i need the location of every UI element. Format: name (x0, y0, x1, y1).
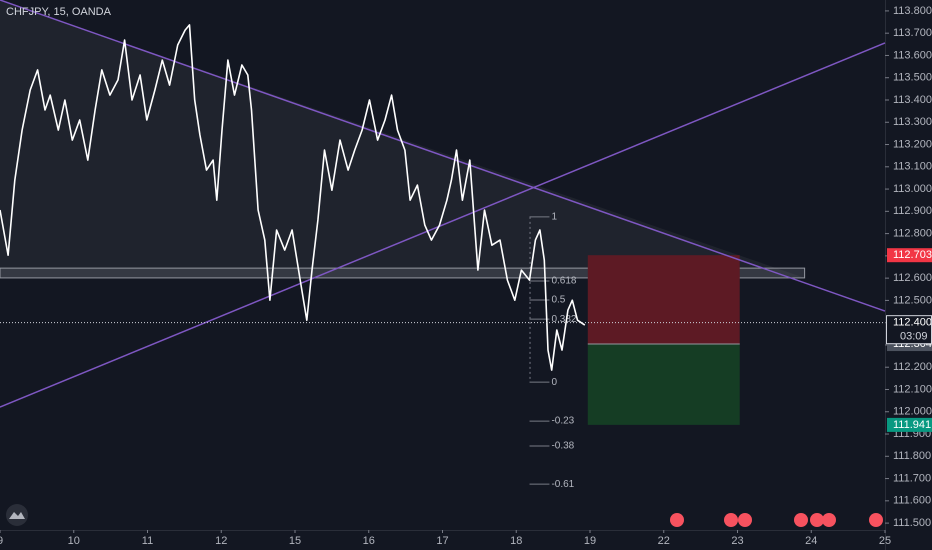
x-tick-label: 10 (68, 535, 80, 547)
event-icon[interactable] (810, 513, 824, 527)
zone (0, 267, 806, 279)
y-tick-label: 112.200 (893, 361, 932, 373)
y-tick-label: 111.600 (893, 495, 931, 507)
price-badge: 111.941 (893, 419, 931, 431)
y-tick-label: 113.800 (893, 5, 932, 17)
trendline (0, 42, 886, 408)
event-icon[interactable] (822, 513, 836, 527)
y-tick-label: 113.700 (893, 27, 932, 39)
x-tick-label: 24 (805, 535, 817, 547)
logo (6, 504, 28, 526)
logo-icon (9, 512, 25, 519)
shaded-area (0, 0, 805, 278)
y-tick-label: 113.000 (893, 183, 932, 195)
plot-area: 1 0.618 0.5 0.382 0 -0.23 -0.38 -0.61 (0, 0, 886, 490)
event-icon[interactable] (724, 513, 738, 527)
fib-label: 1 (551, 212, 557, 223)
fib-label: -0.23 (551, 416, 574, 427)
price-badge-bg (887, 417, 932, 432)
y-tick-label: 112.500 (893, 294, 932, 306)
y-tick-label: 111.500 (893, 517, 931, 529)
y-tick-label: 111.700 (893, 472, 931, 484)
risk-box (587, 255, 740, 345)
event-icon[interactable] (738, 513, 752, 527)
x-tick-label: 23 (731, 535, 743, 547)
fib-label: 0.5 (551, 295, 565, 306)
event-icon[interactable] (869, 513, 883, 527)
y-tick-label: 113.600 (893, 49, 932, 61)
fib-label: -0.38 (551, 441, 574, 452)
price-line (0, 24, 586, 371)
countdown-bg (887, 329, 932, 344)
chart-title: CHFJPY, 15, OANDA (6, 6, 112, 18)
fib-label: 0.618 (551, 276, 576, 287)
y-tick-label: 112.100 (893, 383, 932, 395)
y-tick-label: 113.100 (893, 161, 932, 173)
y-tick-label: 112.900 (893, 205, 932, 217)
event-icon[interactable] (794, 513, 808, 527)
reward-box (587, 344, 740, 425)
x-tick-label: 25 (879, 535, 891, 547)
price-badge-bg (887, 248, 932, 263)
fib-label: -0.61 (551, 479, 574, 490)
event-icons (670, 513, 883, 527)
y-tick-label: 112.600 (893, 272, 932, 284)
y-tick-label: 113.400 (893, 94, 932, 106)
y-tick-label: 111.800 (893, 450, 931, 462)
event-icon[interactable] (670, 513, 684, 527)
fib-label: 0 (551, 377, 557, 388)
y-tick-label: 113.200 (893, 138, 932, 150)
y-tick-label: 113.300 (893, 116, 932, 128)
countdown: 03:09 (900, 331, 928, 343)
x-tick-label: 16 (363, 535, 375, 547)
x-tick-label: 9 (0, 535, 3, 547)
x-tick-label: 15 (289, 535, 301, 547)
x-tick-label: 12 (215, 535, 227, 547)
x-tick-label: 18 (510, 535, 522, 547)
x-tick-label: 11 (142, 535, 153, 547)
trendline (0, 0, 886, 312)
price-badge: 112.703 (893, 249, 932, 261)
y-tick-label: 112.000 (893, 406, 932, 418)
last-price-badge-bg (887, 315, 932, 330)
y-tick-label: 113.500 (893, 72, 932, 84)
x-tick-label: 17 (436, 535, 448, 547)
last-price-badge: 112.400 (893, 317, 932, 329)
y-tick-label: 112.800 (893, 228, 932, 240)
x-tick-label: 19 (584, 535, 596, 547)
fib-label: 0.382 (551, 314, 576, 325)
x-tick-label: 22 (658, 535, 670, 547)
